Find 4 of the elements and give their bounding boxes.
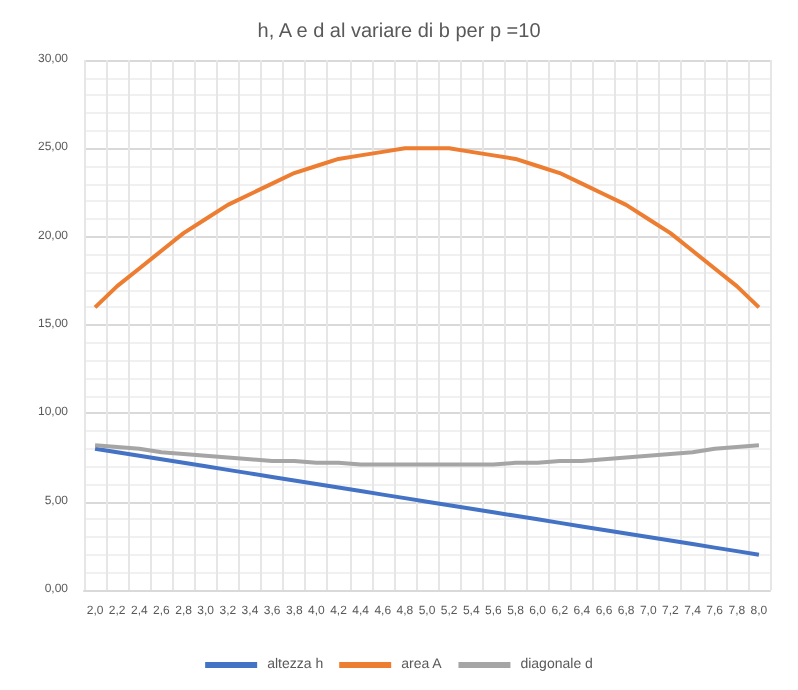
chart-title: h, A e d al variare di b per p =10 (257, 21, 542, 43)
line-series (93, 443, 761, 467)
line-series (93, 146, 761, 310)
line-series (93, 446, 761, 557)
